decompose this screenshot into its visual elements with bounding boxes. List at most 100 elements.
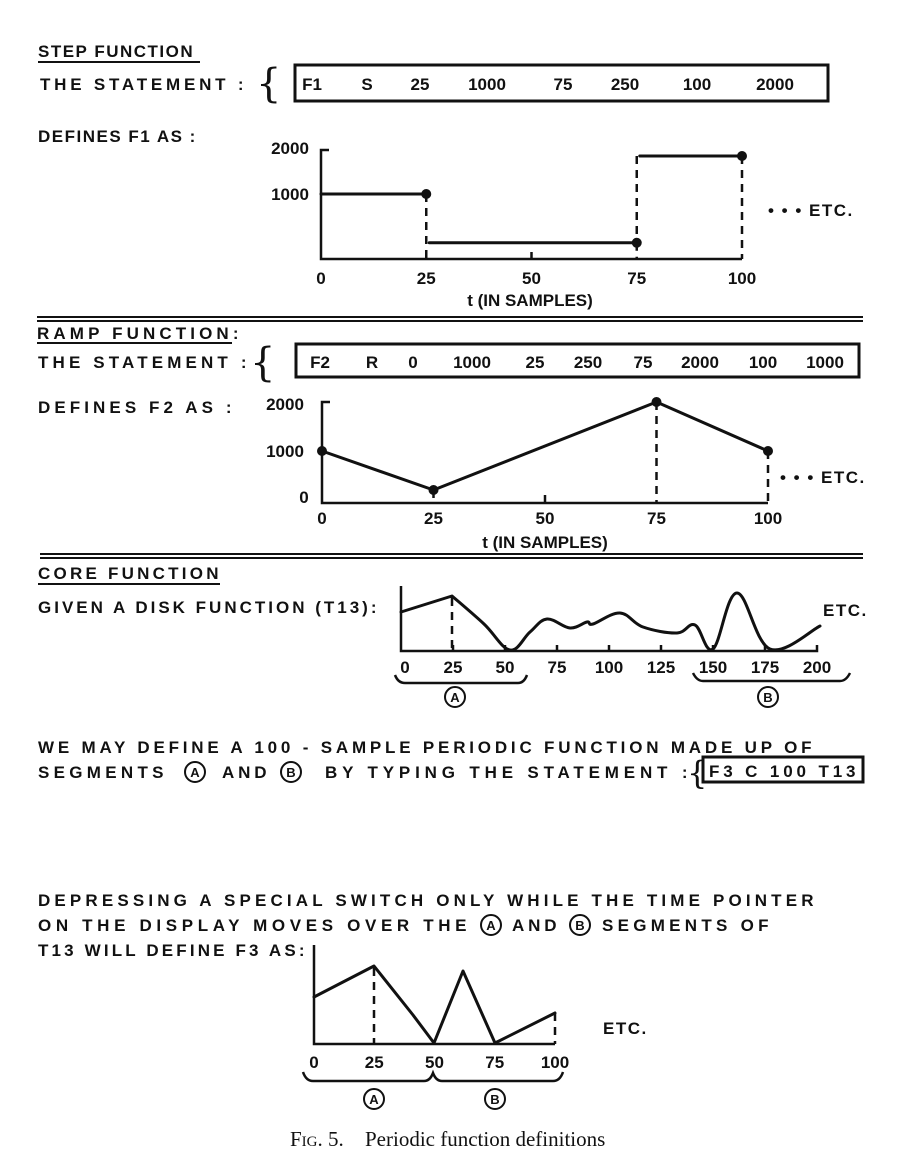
statement-token: 75 (554, 75, 573, 94)
segment-label: B (490, 1092, 499, 1107)
caption-text: Periodic function definitions (365, 1127, 605, 1151)
ramp-line (320, 400, 770, 492)
x-tick-label: 125 (647, 658, 675, 677)
segment-braces (301, 1069, 565, 1083)
x-tick-label: 50 (536, 509, 555, 528)
disk-function-chart: 0 25 50 75 100 125 150 175 200 A B (393, 586, 852, 708)
paragraph-line: DEPRESSING A SPECIAL SWITCH ONLY WHILE T… (38, 891, 815, 910)
paragraph-line: SEGMENTS (38, 763, 165, 782)
circle (444, 686, 466, 708)
svg-text:A: A (190, 765, 200, 780)
step-section: STEP FUNCTION THE STATEMENT : { F1 S 25 100… (38, 42, 854, 310)
step-defines-label: DEFINES F1 AS : (38, 127, 197, 146)
x-tick-label: 0 (316, 269, 325, 288)
segment-b-marker: B (569, 914, 591, 936)
segment-label: B (763, 690, 772, 705)
core-statement: F3 C 100 T13 (709, 762, 857, 781)
segment-a-marker: A (184, 761, 206, 783)
x-tick-label: 50 (425, 1053, 444, 1072)
axes (320, 400, 768, 505)
statement-token: 2000 (681, 353, 719, 372)
x-tick-label: 100 (541, 1053, 569, 1072)
x-tick-label: 75 (485, 1053, 504, 1072)
x-tick-label: 0 (400, 658, 409, 677)
disk-function-curve (399, 591, 822, 652)
divider-2 (40, 553, 863, 559)
circle (757, 686, 779, 708)
x-tick-label: 150 (699, 658, 727, 677)
x-tick-label: 50 (496, 658, 515, 677)
paragraph-line: SEGMENTS OF (602, 916, 770, 935)
statement-token: 1000 (806, 353, 844, 372)
statement-token: 2000 (756, 75, 794, 94)
paragraph-line: AND (222, 763, 268, 782)
statement-token: 250 (611, 75, 639, 94)
ramp-chart: 0 1000 2000 0 25 50 75 100 (266, 395, 782, 528)
statement-token: 100 (749, 353, 777, 372)
step-etc: • • • ETC. (768, 201, 854, 220)
statement-token: 25 (526, 353, 545, 372)
svg-text:B: B (575, 918, 584, 933)
statement-token: 0 (408, 353, 417, 372)
statement-token: F1 (302, 75, 322, 94)
step-statement-box (293, 63, 830, 103)
ramp-statement-label: THE STATEMENT : (38, 353, 248, 372)
statement-token: 250 (574, 353, 602, 372)
statement-token: 75 (634, 353, 653, 372)
segment-b-marker: B (757, 686, 779, 708)
y-tick-label: 1000 (266, 442, 304, 461)
circle (484, 1088, 506, 1110)
caption-fig-number: Fig. 5. (290, 1127, 344, 1151)
segment-a-brace (393, 674, 529, 685)
ramp-defines-label: DEFINES F2 AS : (38, 398, 233, 417)
statement-token: F2 (310, 353, 330, 372)
divider-1 (37, 316, 863, 322)
ramp-heading: RAMP FUNCTION: (37, 324, 240, 343)
segment-b-marker: B (280, 761, 302, 783)
y-tick-label: 1000 (271, 185, 309, 204)
figure-caption: Fig. 5. Periodic function definitions (290, 1127, 605, 1151)
x-tick-label: 175 (751, 658, 779, 677)
segment-a-marker: A (480, 914, 502, 936)
brace: { (256, 61, 281, 107)
ramp-x-axis-label: t (IN SAMPLES) (482, 533, 608, 552)
step-statement-label: THE STATEMENT : (40, 75, 245, 94)
f3-etc: ETC. (603, 1019, 648, 1038)
paragraph-line: AND (512, 916, 558, 935)
paragraph-line: WE MAY DEFINE A 100 - SAMPLE PERIODIC FU… (38, 738, 813, 757)
step-statement-tokens: F1 S 25 1000 75 250 100 2000 (302, 75, 794, 94)
x-tick-label: 0 (317, 509, 326, 528)
step-chart: 1000 2000 0 25 50 75 100 (271, 139, 756, 288)
segment-b-brace (691, 672, 852, 683)
axes (399, 586, 819, 653)
segment-a-marker: A (363, 1088, 385, 1110)
ramp-statement-tokens: F2 R 0 1000 25 250 75 2000 100 1000 (310, 353, 844, 372)
x-tick-label: 25 (444, 658, 463, 677)
statement-token: 100 (683, 75, 711, 94)
x-tick-label: 25 (424, 509, 443, 528)
statement-token: S (361, 75, 372, 94)
segment-label: A (450, 690, 460, 705)
segment-b-marker: B (484, 1088, 506, 1110)
statement-token: 25 (411, 75, 430, 94)
ramp-etc: • • • ETC. (780, 468, 866, 487)
x-tick-label: 25 (365, 1053, 384, 1072)
f3-curve (312, 964, 557, 1045)
y-tick-label: 2000 (271, 139, 309, 158)
step-x-axis-label: t (IN SAMPLES) (467, 291, 593, 310)
segment-label: A (369, 1092, 379, 1107)
paragraph-line: ON THE DISPLAY MOVES OVER THE (38, 916, 468, 935)
axes (312, 945, 555, 1046)
core-etc: ETC. (823, 601, 868, 620)
ramp-section: RAMP FUNCTION: THE STATEMENT : { F2 R 0 100… (37, 324, 866, 552)
x-tick-label: 50 (522, 269, 541, 288)
core-statement-box (701, 755, 865, 784)
svg-text:A: A (486, 918, 496, 933)
x-tick-label: 100 (595, 658, 623, 677)
x-tick-label: 0 (309, 1053, 318, 1072)
x-tick-label: 100 (754, 509, 782, 528)
statement-token: 1000 (453, 353, 491, 372)
data-point (317, 446, 327, 456)
f3-result-chart: 0 25 50 75 100 A B (301, 945, 569, 1110)
x-tick-label: 75 (548, 658, 567, 677)
